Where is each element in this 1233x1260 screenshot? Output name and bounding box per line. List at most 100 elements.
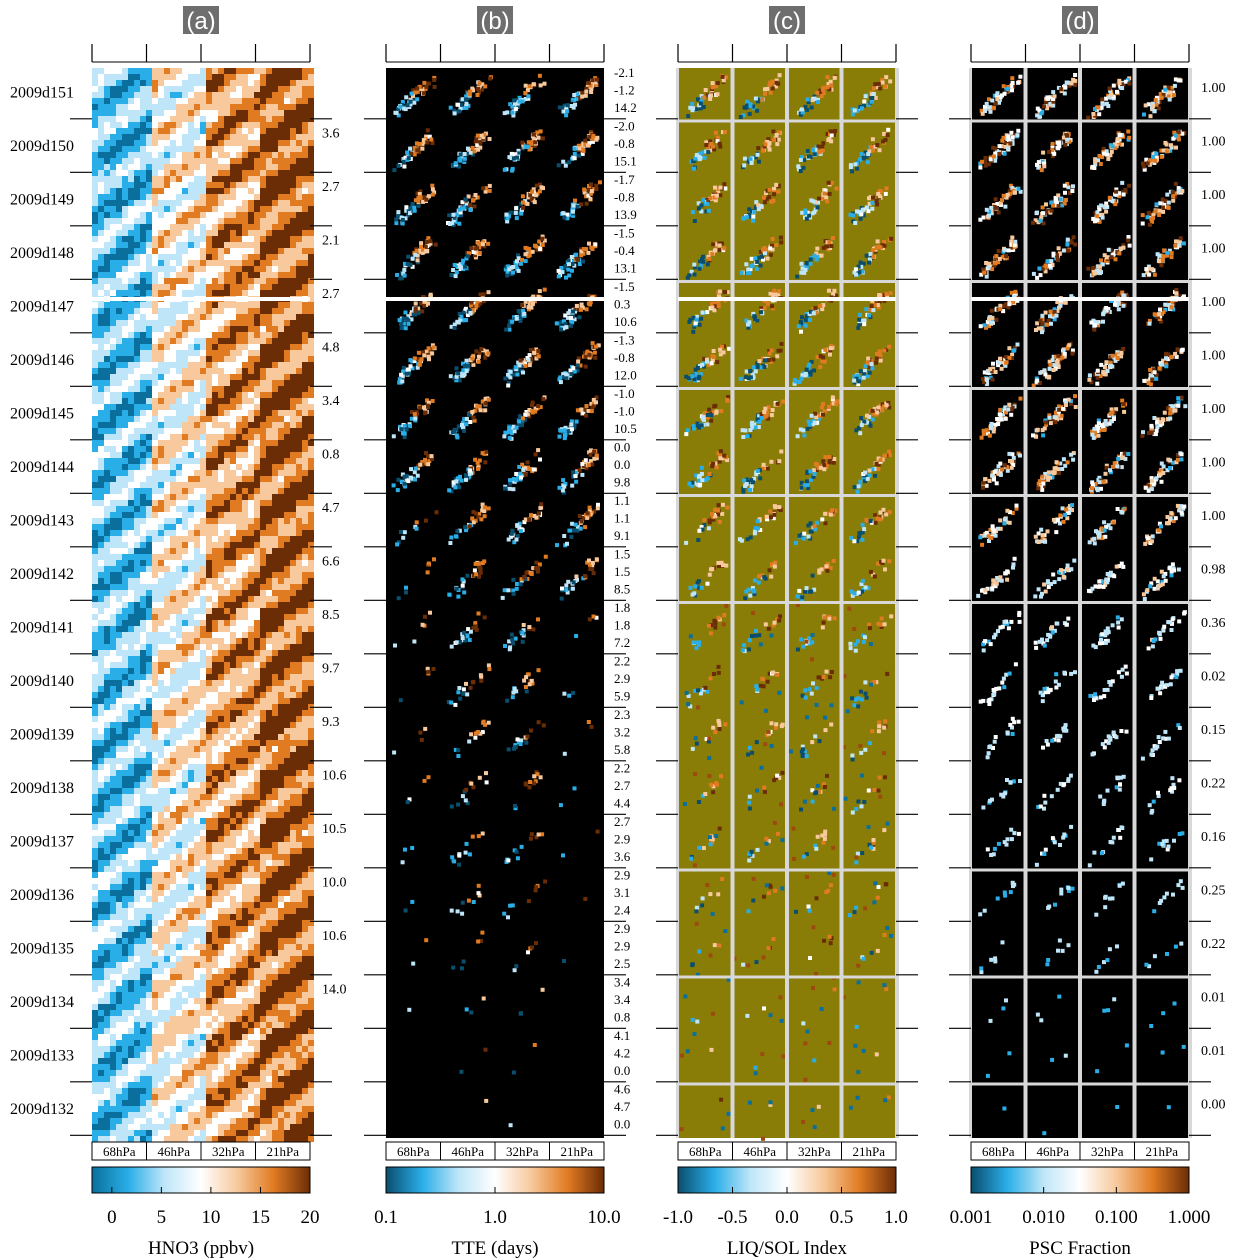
heatmap-cell	[200, 194, 206, 200]
heatmap-cell	[242, 404, 248, 410]
heatmap-cell	[176, 356, 182, 362]
heatmap-cell	[104, 350, 110, 356]
heatmap-cell	[170, 398, 176, 404]
heatmap-cell	[248, 848, 254, 854]
heatmap-cell	[248, 68, 254, 74]
heatmap-cell	[278, 356, 284, 362]
heatmap-cell	[254, 350, 260, 356]
heatmap-cell	[236, 86, 242, 92]
heatmap-cell	[116, 326, 122, 332]
heatmap-cell	[212, 590, 218, 596]
heatmap-cell	[188, 404, 194, 410]
heatmap-cell	[230, 818, 236, 824]
heatmap-cell	[188, 164, 194, 170]
heatmap-cell	[98, 782, 104, 788]
heatmap-cell	[164, 434, 170, 440]
heatmap-cell	[308, 644, 314, 650]
heatmap-cell	[266, 194, 272, 200]
heatmap-cell	[224, 764, 230, 770]
heatmap-cell	[248, 854, 254, 860]
heatmap-cell	[134, 662, 140, 668]
heatmap-cell	[218, 458, 224, 464]
heatmap-cell	[188, 242, 194, 248]
heatmap-cell	[104, 734, 110, 740]
heatmap-cell	[278, 224, 284, 230]
heatmap-cell	[176, 860, 182, 866]
heatmap-cell	[92, 236, 98, 242]
heatmap-cell	[248, 650, 254, 656]
heatmap-cell	[296, 680, 302, 686]
heatmap-cell	[218, 308, 224, 314]
heatmap-cell	[284, 266, 290, 272]
heatmap-cell	[128, 776, 134, 782]
heatmap-cell	[188, 236, 194, 242]
heatmap-cell	[254, 74, 260, 80]
heatmap-cell	[206, 320, 212, 326]
heatmap-cell	[206, 224, 212, 230]
heatmap-cell	[266, 272, 272, 278]
heatmap-cell	[170, 590, 176, 596]
heatmap-cell	[242, 866, 248, 872]
heatmap-cell	[188, 620, 194, 626]
heatmap-cell	[116, 182, 122, 188]
heatmap-cell	[164, 110, 170, 116]
heatmap-cell	[278, 800, 284, 806]
heatmap-cell	[290, 722, 296, 728]
heatmap-cell	[158, 692, 164, 698]
heatmap-cell	[236, 572, 242, 578]
heatmap-cell	[128, 536, 134, 542]
heatmap-cell	[116, 308, 122, 314]
heatmap-cell	[140, 776, 146, 782]
heatmap-cell	[200, 92, 206, 98]
heatmap-cell	[302, 614, 308, 620]
heatmap-cell	[170, 302, 176, 308]
heatmap-cell	[194, 506, 200, 512]
heatmap-cell	[290, 614, 296, 620]
heatmap-cell	[284, 494, 290, 500]
heatmap-cell	[206, 440, 212, 446]
heatmap-cell	[206, 806, 212, 812]
heatmap-cell	[98, 392, 104, 398]
heatmap-cell	[104, 308, 110, 314]
heatmap-cell	[158, 440, 164, 446]
heatmap-cell	[308, 230, 314, 236]
heatmap-cell	[104, 644, 110, 650]
heatmap-cell	[176, 746, 182, 752]
heatmap-cell	[110, 752, 116, 758]
heatmap-cell	[146, 380, 152, 386]
heatmap-cell	[104, 146, 110, 152]
heatmap-cell	[92, 614, 98, 620]
heatmap-cell	[134, 794, 140, 800]
heatmap-cell	[290, 266, 296, 272]
heatmap-cell	[116, 224, 122, 230]
heatmap-cell	[182, 812, 188, 818]
heatmap-cell	[134, 590, 140, 596]
heatmap-cell	[134, 536, 140, 542]
heatmap-cell	[260, 650, 266, 656]
heatmap-cells	[92, 68, 314, 1142]
heatmap-cell	[224, 200, 230, 206]
heatmap-cell	[242, 842, 248, 848]
heatmap-cell	[290, 392, 296, 398]
heatmap-cell	[176, 464, 182, 470]
heatmap-cell	[290, 572, 296, 578]
heatmap-cell	[272, 770, 278, 776]
heatmap-cell	[110, 218, 116, 224]
heatmap-cell	[206, 332, 212, 338]
heatmap-cell	[254, 158, 260, 164]
heatmap-cell	[110, 608, 116, 614]
heatmap-cell	[302, 236, 308, 242]
heatmap-cell	[134, 710, 140, 716]
heatmap-cell	[260, 776, 266, 782]
heatmap-cell	[308, 314, 314, 320]
heatmap-cell	[110, 692, 116, 698]
heatmap-cell	[230, 524, 236, 530]
heatmap-cell	[308, 392, 314, 398]
heatmap-cell	[230, 470, 236, 476]
heatmap-cell	[224, 830, 230, 836]
heatmap-cell	[200, 842, 206, 848]
heatmap-cell	[302, 530, 308, 536]
heatmap-cell	[218, 194, 224, 200]
heatmap-cell	[290, 404, 296, 410]
heatmap-cell	[134, 230, 140, 236]
